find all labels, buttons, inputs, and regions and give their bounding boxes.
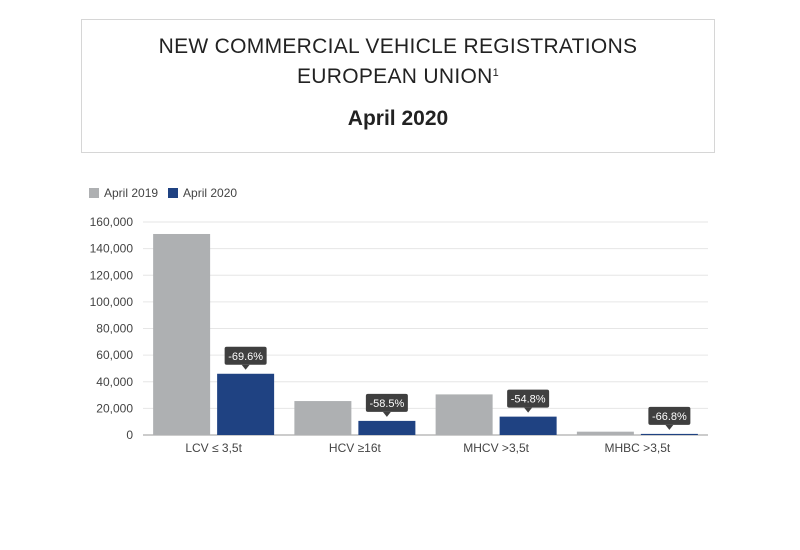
bar-2020 [217,373,275,435]
legend-item-2019[interactable]: April 2019 [89,186,158,200]
change-label-pointer [524,407,533,413]
legend-swatch-2019 [89,188,99,198]
change-label-box [507,389,550,408]
bar-2020 [640,433,698,435]
y-tick-label: 60,000 [96,348,133,362]
x-category-label: MHCV >3,5t [463,441,529,455]
y-tick-label: 160,000 [90,215,134,229]
bar-2020 [358,420,416,435]
x-category-label: MHBC >3,5t [605,441,671,455]
legend-swatch-2020 [168,188,179,198]
footnote-marker: 1 [492,67,499,79]
x-category-label: LCV ≤ 3,5t [185,441,242,455]
x-category-label: HCV ≥16t [329,441,382,455]
y-tick-label: 140,000 [90,242,134,256]
bar-2019 [294,401,352,435]
legend-label-2020: April 2020 [183,186,238,200]
bar-2020 [499,416,557,435]
chart-period: April 2020 [347,107,449,130]
change-label-pointer [665,424,674,430]
chart-title-line2: EUROPEAN UNION1 [82,65,714,89]
bar-2019 [435,394,493,435]
y-tick-label: 120,000 [90,268,134,282]
chart-title-box: NEW COMMERCIAL VEHICLE REGISTRATIONS EUR… [81,19,715,153]
change-label-box [648,406,691,425]
change-label-box [365,393,408,412]
chart-title-line2-text: EUROPEAN UNION [297,65,493,88]
legend-item-2020[interactable]: April 2020 [168,186,237,200]
change-label-pointer [382,411,391,417]
y-tick-label: 80,000 [96,322,133,336]
y-tick-label: 40,000 [96,375,133,389]
legend-label-2019: April 2019 [104,186,159,200]
change-label: -69.6% [228,351,263,363]
bar-2019 [153,233,211,435]
y-tick-label: 0 [126,428,133,442]
change-label: -54.8% [511,394,546,406]
change-label: -58.5% [369,398,404,410]
y-tick-label: 20,000 [96,401,133,415]
change-label-box [224,346,267,365]
chart-title-line1: NEW COMMERCIAL VEHICLE REGISTRATIONS [158,35,638,58]
y-tick-label: 100,000 [90,295,134,309]
chart-legend: April 2019 April 2020 [89,186,247,200]
change-label: -66.8% [652,411,687,423]
change-label-pointer [241,364,250,370]
bar-2019 [576,431,634,435]
